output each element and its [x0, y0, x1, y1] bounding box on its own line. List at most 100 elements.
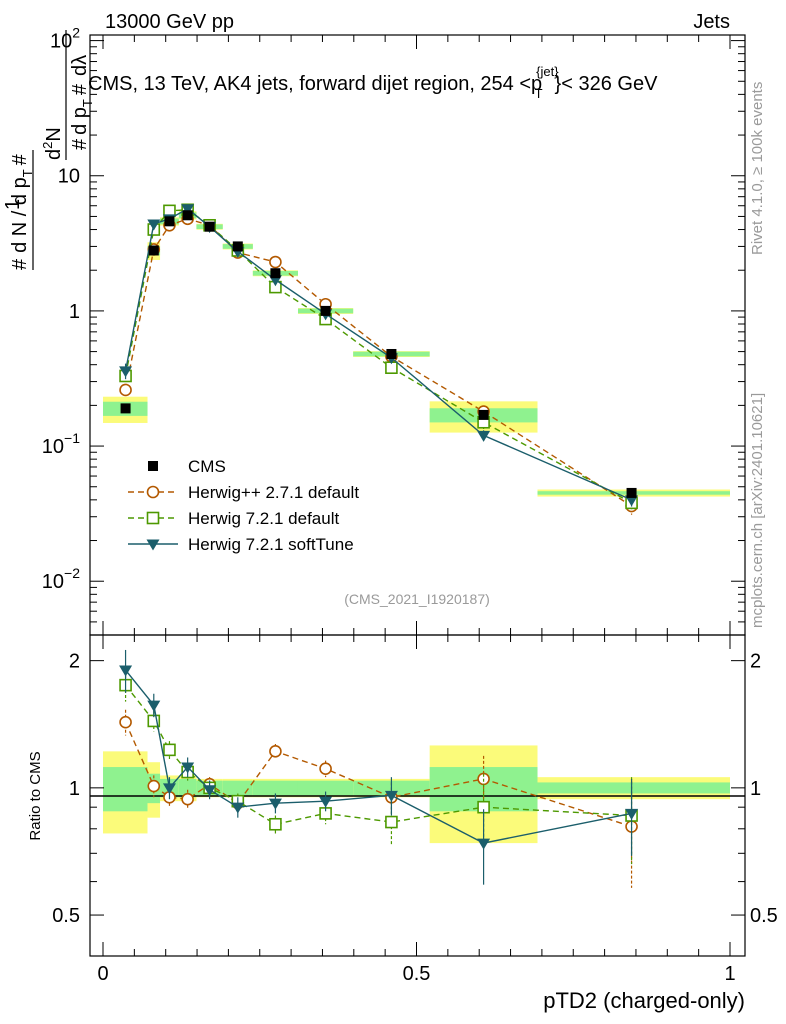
series-ratio-point [385, 815, 398, 829]
legend-label: CMS [188, 457, 226, 476]
legend-entry-4: Herwig 7.2.1 softTune [128, 535, 354, 554]
legend: CMS Herwig++ 2.7.1 default Herwig 7.2.1 de… [128, 457, 359, 554]
x-tick-label: 0 [97, 963, 108, 985]
ratio-band-inner [537, 782, 730, 794]
ratio-y-tick-label-left: 0.5 [52, 905, 80, 927]
series-ratio-point [147, 779, 161, 793]
main-y-tick-label: 1 [69, 301, 80, 323]
ratio-y-tick-label-left: 2 [69, 651, 80, 673]
series-ratio-point [231, 802, 245, 814]
series-ratio-point [181, 762, 195, 774]
ratio-band-inner [103, 767, 148, 812]
ratio-band-inner [178, 778, 197, 798]
cms-data-point [386, 348, 397, 359]
svg-text:CMS, 13 TeV, AK4 jets, forward: CMS, 13 TeV, AK4 jets, forward dijet reg… [88, 64, 658, 101]
y-axis-label-denominator: #d N / d pT# [9, 153, 35, 270]
cms-data-point [120, 403, 131, 414]
ratio-y-tick-label-right: 0.5 [750, 905, 778, 927]
series-main-point [147, 219, 161, 231]
ratio-plot-frame [89, 634, 746, 957]
series-ratio-line [124, 721, 632, 828]
ratio-axis-ticks: 0.5 0.5 1 1 2 2 [52, 651, 778, 927]
series-ratio-line [125, 684, 632, 826]
y-axis-label-numerator: d2N [40, 127, 65, 160]
cms-data-point [626, 487, 637, 498]
main-y-tick-label: 102 [50, 25, 80, 53]
y-axis-label-main: #d N / d pT# 1 d2N #d pT#dλ [2, 30, 95, 270]
series-ratio-point [268, 798, 282, 810]
series-main-point [477, 430, 491, 442]
chart-title: CMS, 13 TeV, AK4 jets, forward dijet reg… [88, 64, 658, 101]
legend-marker [146, 485, 160, 499]
series-ratio-point [625, 808, 639, 820]
series-main-point [181, 204, 195, 216]
series-main-point [119, 366, 133, 378]
title-sup: {jet} [536, 64, 559, 79]
series-ratio-point [119, 715, 132, 729]
legend-marker [148, 461, 158, 471]
title-prefix: CMS, 13 TeV, AK4 jets, forward dijet reg… [88, 73, 542, 95]
legend-marker [146, 539, 160, 551]
series-main-point [625, 495, 639, 507]
series-ratio [119, 649, 639, 888]
ratio-plot-area: 0.5 0.5 1 1 2 2 [52, 634, 778, 957]
side-label-rivet: Rivet 4.1.0, ≥ 100k events [749, 82, 766, 255]
cms-data-point [182, 210, 193, 221]
series-ratio-point [269, 817, 282, 831]
cms-data-point [232, 241, 243, 252]
series-ratio-2 [119, 670, 638, 865]
series-ratio-point [119, 665, 133, 677]
main-y-tick-label: 10 [58, 166, 80, 188]
legend-entry-1: CMS [148, 457, 226, 476]
ratio-band-inner [252, 780, 298, 796]
x-tick-label: 0.5 [403, 963, 431, 985]
main-y-tick-label: 10−2 [42, 565, 80, 593]
legend-label: Herwig 7.2.1 default [188, 509, 339, 528]
legend-entry-3: Herwig 7.2.1 default [128, 509, 339, 528]
legend-entry-2: Herwig++ 2.7.1 default [128, 483, 359, 502]
series-ratio-point [477, 838, 491, 850]
series-ratio-point [147, 700, 161, 712]
cms-data-point [320, 305, 331, 316]
side-label-mcplots: mcplots.cern.ch [arXiv:2401.10621] [749, 393, 766, 628]
cms-data-point [148, 245, 159, 256]
series-ratio-point [203, 785, 217, 797]
series-ratio-line [125, 669, 632, 844]
series-ratio-point [181, 792, 194, 806]
cms-data-point [204, 221, 215, 232]
cms-data-point [478, 409, 489, 420]
legend-marker [146, 511, 160, 525]
ratio-band-inner [222, 780, 253, 796]
main-y-tick-exp: −2 [64, 565, 80, 581]
series-ratio-3 [119, 649, 639, 885]
series-ratio-point [319, 762, 332, 775]
series-ratio-point [384, 790, 398, 802]
cms-data-point [270, 268, 281, 279]
series-ratio-point [269, 745, 282, 758]
ratio-band-inner [297, 780, 354, 796]
main-y-tick-base: 10 [50, 31, 72, 53]
ratio-y-tick-label-left: 1 [69, 778, 80, 800]
cms-data-points [120, 210, 637, 498]
y-axis-label-ratio: Ratio to CMS [27, 751, 44, 840]
y-axis-label-denom2: #d pT#dλ [69, 55, 95, 150]
x-axis-ticks: 0 0.5 1 [97, 35, 736, 985]
legend-label: Herwig++ 2.7.1 default [188, 483, 359, 502]
series-main-point [119, 383, 132, 397]
title-sub: T [535, 86, 543, 101]
main-y-tick-exp: −1 [64, 430, 80, 446]
analysis-id: (CMS_2021_I1920187) [344, 591, 490, 607]
ratio-y-tick-label-right: 1 [750, 778, 761, 800]
header-right: Jets [693, 11, 730, 33]
cms-uncertainty-bands-main [103, 211, 730, 497]
title-suffix: }< 326 GeV [555, 73, 659, 95]
main-y-tick-base: 10 [42, 436, 64, 458]
header-left: 13000 GeV pp [105, 11, 234, 33]
legend-label: Herwig 7.2.1 softTune [188, 535, 354, 554]
x-axis-label: pTD2 (charged-only) [543, 988, 745, 1013]
main-y-tick-base: 1 [69, 301, 80, 323]
main-y-tick-base: 10 [42, 571, 64, 593]
series-ratio-point [163, 743, 176, 757]
